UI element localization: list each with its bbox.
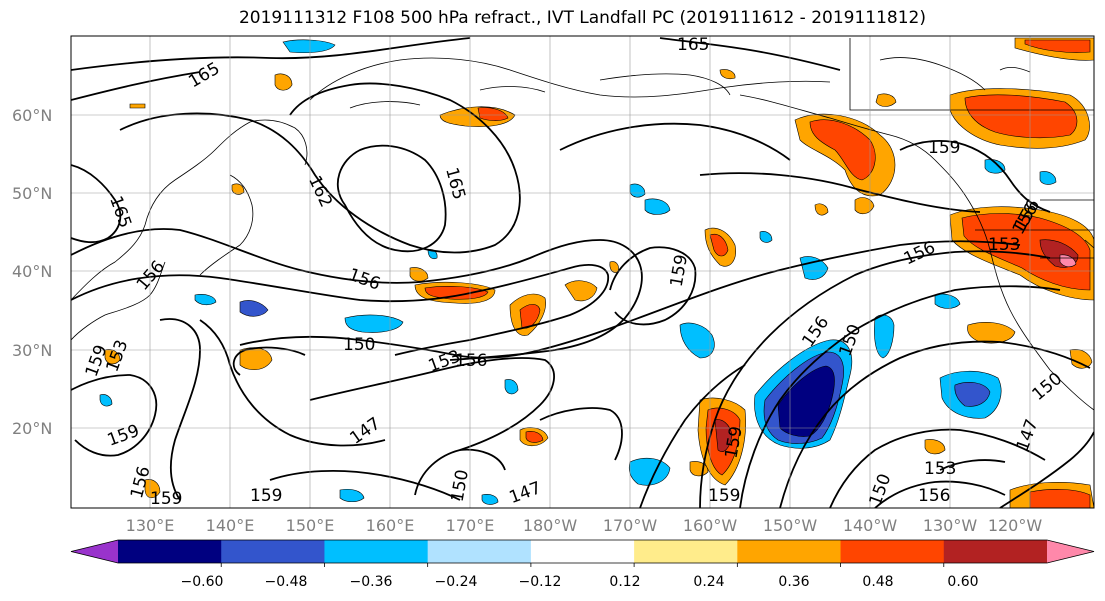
coastlines — [71, 38, 1094, 411]
colorbar-tick-label: 0.48 — [862, 574, 893, 590]
colorbar-tick-label: −0.60 — [181, 574, 224, 590]
map-frame — [70, 35, 1095, 509]
longitude-labels: 130°E 140°E 150°E 160°E 170°E 180°W 170°… — [126, 516, 1043, 535]
colorbar-tick-label: 0.36 — [778, 574, 809, 590]
colorbar-segment — [634, 540, 738, 563]
contour-label: 159 — [708, 486, 740, 506]
colorbar-tick-label: −0.12 — [519, 574, 562, 590]
lat-label-60n: 60°N — [12, 106, 52, 125]
contour-label: 159 — [250, 486, 282, 506]
lon-label-160e: 160°E — [366, 516, 415, 535]
lon-label-170w: 170°W — [603, 516, 658, 535]
contour-label: 153 — [924, 459, 956, 479]
lon-label-150w: 150°W — [763, 516, 818, 535]
lon-label-130e: 130°E — [126, 516, 175, 535]
colorbar-tick-label: 0.24 — [693, 574, 724, 590]
contour-label: 159 — [150, 489, 182, 509]
map-area — [71, 36, 1094, 508]
lon-label-130w: 130°W — [923, 516, 978, 535]
colorbar-segment — [943, 540, 1048, 563]
lon-label-160w: 160°W — [683, 516, 738, 535]
contour-lines — [71, 37, 1094, 508]
graticule — [71, 36, 1094, 508]
colorbar-tick-labels: −0.60 −0.48 −0.36 −0.24 −0.12 0.12 0.24 … — [181, 574, 979, 590]
lat-label-40n: 40°N — [12, 262, 52, 281]
colorbar-extend-low — [71, 540, 118, 563]
contour-label: 150 — [343, 335, 375, 355]
contour-label: 156 — [918, 486, 950, 506]
colorbar-segment — [427, 540, 532, 563]
colorbar-segment — [530, 540, 635, 563]
contour-label: 165 — [677, 35, 709, 55]
lon-label-140w: 140°W — [843, 516, 898, 535]
map-title: 2019111312 F108 500 hPa refract., IVT La… — [238, 8, 926, 28]
colorbar-extend-high — [1047, 540, 1094, 563]
lon-label-150e: 150°E — [286, 516, 335, 535]
colorbar-tick-label: 0.60 — [947, 574, 978, 590]
lon-label-120w: 120°W — [988, 516, 1043, 535]
contour-label: 159 — [928, 138, 960, 158]
colorbar-segment — [118, 540, 222, 563]
colorbar-outline — [70, 539, 1095, 564]
contour-label: 153 — [988, 235, 1020, 255]
colorbar-segment — [737, 540, 842, 563]
colorbar-tick-label: −0.36 — [350, 574, 393, 590]
colorbar-segment — [840, 540, 945, 563]
colorbar-tick-label: 0.12 — [609, 574, 640, 590]
lon-label-180w: 180°W — [523, 516, 578, 535]
colorbar-segment — [324, 540, 429, 563]
colorbar-tick-label: −0.48 — [265, 574, 308, 590]
lon-label-170e: 170°E — [446, 516, 495, 535]
lat-label-20n: 20°N — [12, 419, 52, 438]
contour-label: 156 — [455, 351, 487, 371]
lat-label-30n: 30°N — [12, 341, 52, 360]
colorbar — [70, 539, 1095, 567]
latitude-labels: 60°N 50°N 40°N 30°N 20°N — [12, 106, 52, 438]
colorbar-segment — [221, 540, 325, 563]
lat-label-50n: 50°N — [12, 184, 52, 203]
lon-label-140e: 140°E — [206, 516, 255, 535]
colorbar-tick-label: −0.24 — [435, 574, 478, 590]
